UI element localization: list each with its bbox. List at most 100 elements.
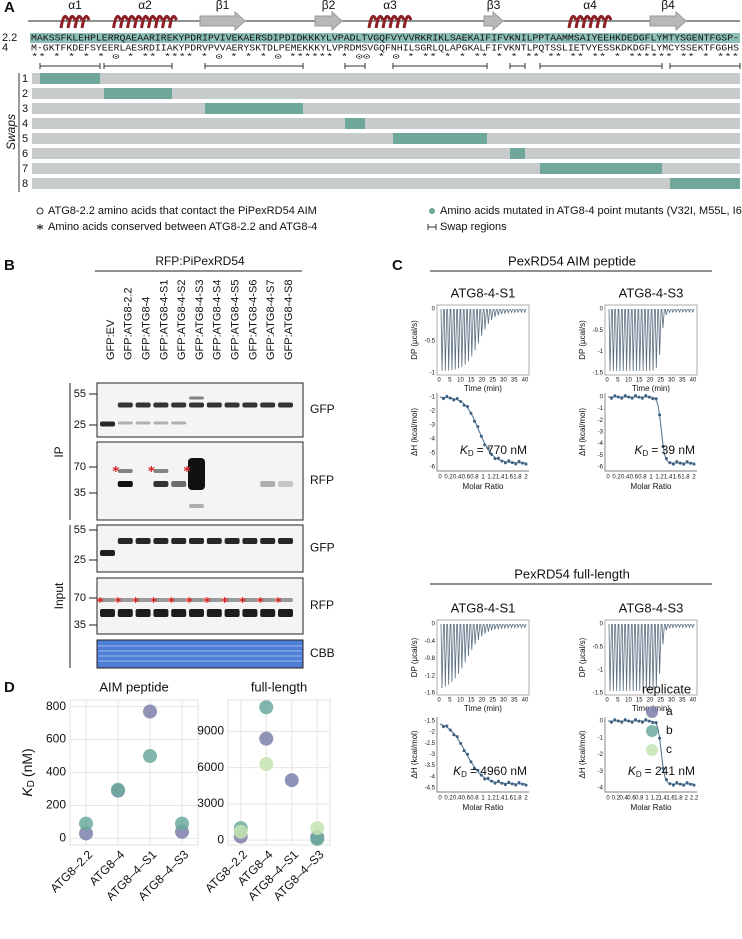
itc-peak [664,623,669,631]
kd-subscript: D [643,449,649,458]
swap-label: 2 [22,88,28,100]
itc-point [448,728,452,732]
band [117,402,133,408]
itc-tick-label: 1.8 [681,475,690,481]
lane-label: GFP:ATG8-4-S8 [283,280,295,360]
helix [112,14,178,29]
lane-label: GFP:ATG8-4-S3 [194,280,206,360]
kd-symbol: K [635,443,644,457]
swap-bar [32,178,740,189]
legend-icon [36,224,44,230]
swap-region [205,103,303,114]
itc-point [510,461,514,465]
legend-label: a [666,704,673,718]
itc-tick-label: 5 [448,378,452,384]
itc-peak [460,623,464,669]
itc-peak [611,308,616,372]
itc-peak [490,308,494,320]
itc-point [637,719,641,723]
itc-peak [621,308,626,372]
itc-point [675,460,679,464]
itc-point [661,444,665,448]
itc-peak [641,623,645,692]
band [153,421,169,425]
itc-tick-label: -2 [430,730,436,736]
itc-peak [513,308,517,314]
itc-tick-label: 1.4 [664,475,673,481]
itc-tick-label: -6 [598,465,604,471]
swap-label: 4 [22,118,28,130]
itc-peak [644,308,649,372]
itc-peak [661,308,665,328]
itc-point [469,760,473,764]
itc-peak [516,308,520,314]
itc-peak [625,308,629,372]
itc-point [483,777,487,781]
itc-point [469,411,473,415]
itc-point [455,735,459,739]
itc-peak [493,623,497,630]
itc-point [493,781,497,785]
itc-tick-label: 1.2 [487,796,496,802]
band [278,598,293,602]
itc-peak [631,623,636,692]
itc-peak [658,623,662,674]
itc-peak [651,308,655,371]
legend-text: Amino acids mutated in ATG8-4 point muta… [440,205,742,217]
itc-tick-label: 10 [457,378,464,384]
band [100,609,115,617]
itc-point [627,395,631,399]
axis-label: Molar Ratio [463,482,504,491]
chart-title: full-length [251,679,307,694]
band [100,421,115,427]
itc-peak [473,623,477,645]
itc-tick-label: 0.2 [612,796,621,802]
itc-point [524,783,528,787]
itc-point [483,443,487,447]
itc-point [486,776,490,780]
point [143,704,157,719]
itc-peak [506,623,511,630]
itc-tick-label: 0 [600,719,604,725]
experiment-title: PexRD54 full-length [514,566,630,581]
itc-tick-label: 15 [636,378,643,384]
itc-point [521,461,525,465]
itc-tick-label: 0.4 [453,796,462,802]
itc-point [644,394,648,398]
band [135,598,151,602]
itc-tick-label: 0 [606,796,610,802]
itc-tick-label: 0 [600,395,604,401]
itc-tick-label: 1.6 [673,475,682,481]
itc-peak [473,308,477,351]
itc-point [613,718,617,722]
swap-bar [32,88,740,99]
itc-point [514,462,518,466]
itc-tick-label: 1.2 [655,475,664,481]
kd-subscript: D [636,770,642,779]
band [171,598,187,602]
band [153,538,169,544]
itc-point [678,461,682,465]
kd-value: = 770 nM [477,443,527,457]
asterisk [274,597,282,603]
sequence: MAKSSFKLEHPLERRQAEAARIREKYPDRIPVIVEKAERS… [31,33,739,43]
itc-tick-label: 0 [432,307,436,313]
itc-peak [457,308,461,369]
band [189,538,204,544]
itc-point [476,425,480,429]
itc-peak [611,623,616,692]
helix [567,14,613,29]
band [224,402,240,408]
itc-peak [520,308,524,314]
itc-tick-label: 10 [457,698,464,704]
strand [649,10,687,32]
itc-point [510,782,514,786]
itc-tick-label: 25 [657,698,664,704]
itc-point [466,752,470,756]
asterisk [167,597,175,603]
point [111,782,125,797]
y-tick-label: 800 [46,699,66,713]
itc-point [678,782,682,786]
sequence: M-GKTFKDEFSYEERLAESRDIIAKYPDRVPVVAERYSKT… [31,43,739,53]
itc-point [517,459,521,463]
